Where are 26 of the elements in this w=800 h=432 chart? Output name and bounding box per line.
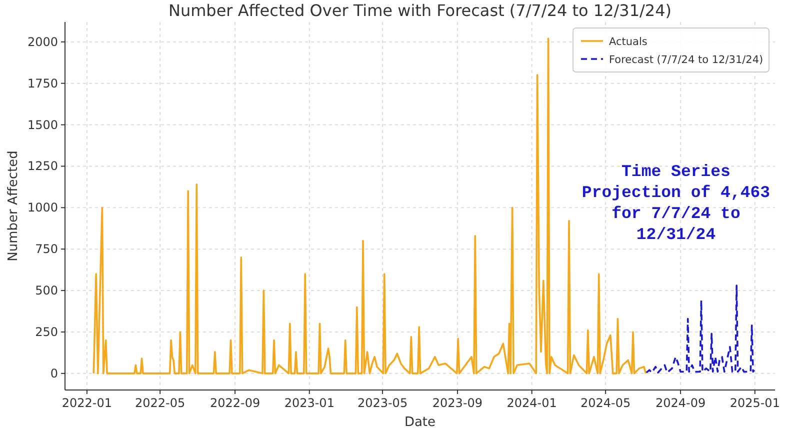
y-tick-label: 500 [35,284,58,298]
x-tick-label: 2024-01 [506,396,557,410]
line-series [646,284,756,374]
x-tick-label: 2024-05 [580,396,631,410]
x-axis-title: Date [404,415,436,430]
chart-title: Number Affected Over Time with Forecast (7/7/24 to 12/31/24) [168,1,672,20]
x-tick-label: 2023-05 [357,396,408,410]
y-tick-label: 1000 [27,200,58,215]
y-tick-label: 1750 [27,76,58,90]
y-tick-label: 1500 [27,118,58,132]
y-tick-label: 250 [35,324,58,339]
legend-label: Forecast (7/7/24 to 12/31/24) [609,54,764,66]
x-tick-label: 2022-05 [135,396,186,410]
annotation: Time Series Projection of 4,463 for 7/7/24 to 12/31/24 [582,162,770,244]
y-tick-label: 0 [50,366,58,380]
y-tick-label: 750 [35,242,58,256]
x-tick-label: 2023-01 [284,396,334,410]
y-tick-label: 1250 [27,159,58,174]
x-tick-label: 2022-09 [210,396,260,410]
x-tick-label: 2022-01 [62,396,112,410]
x-tick-label: 2025-01 [730,396,780,410]
x-tick-label: 2023-09 [432,396,483,410]
legend-label: Actuals [609,36,648,48]
y-axis-title: Number Affected [6,150,21,262]
x-tick-label: 2024-09 [655,396,706,410]
y-tick-label: 2000 [27,34,58,49]
